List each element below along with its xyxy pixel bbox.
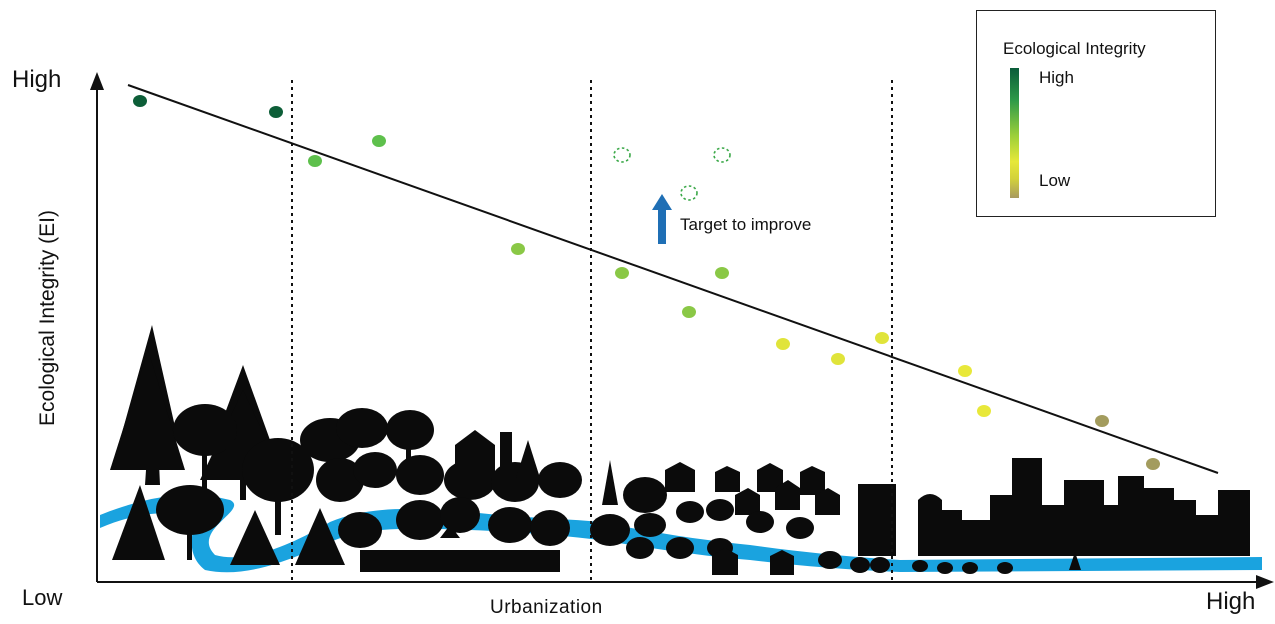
data-point — [776, 338, 790, 350]
data-point — [511, 243, 525, 255]
target-point — [613, 147, 631, 163]
legend-color-bar — [1010, 68, 1019, 198]
target-points — [613, 147, 731, 201]
legend-high-label: High — [1039, 68, 1074, 87]
data-point — [615, 267, 629, 279]
y-axis-low-label: Low — [22, 585, 63, 610]
target-point — [713, 147, 731, 163]
data-point — [372, 135, 386, 147]
data-point — [269, 106, 283, 118]
data-point — [1146, 458, 1160, 470]
data-point — [958, 365, 972, 377]
data-points — [133, 95, 1160, 470]
city-skyline — [858, 458, 1250, 574]
trend-line — [127, 84, 1219, 474]
rural-silhouettes — [300, 408, 582, 572]
target-annotation: Target to improve — [680, 215, 812, 234]
data-point — [308, 155, 322, 167]
data-point — [682, 306, 696, 318]
improve-arrow-icon — [652, 194, 672, 244]
data-point — [715, 267, 729, 279]
y-axis-arrow-icon — [90, 72, 104, 90]
x-axis-title: Urbanization — [490, 597, 603, 618]
forest-silhouettes — [110, 325, 345, 565]
data-point — [1095, 415, 1109, 427]
legend-low-label: Low — [1039, 171, 1071, 190]
river — [100, 495, 1262, 573]
data-point — [977, 405, 991, 417]
suburban-silhouettes — [590, 460, 890, 575]
data-point — [831, 353, 845, 365]
x-axis-high-label: High — [1206, 588, 1256, 615]
data-point — [875, 332, 889, 344]
y-axis-title: Ecological Integrity (EI) — [36, 210, 59, 426]
data-point — [133, 95, 147, 107]
legend: Ecological Integrity High Low — [976, 10, 1216, 217]
y-axis-high-label: High — [12, 66, 62, 93]
legend-title: Ecological Integrity — [1003, 39, 1146, 58]
target-point — [680, 185, 698, 201]
x-axis-arrow-icon — [1256, 575, 1274, 589]
